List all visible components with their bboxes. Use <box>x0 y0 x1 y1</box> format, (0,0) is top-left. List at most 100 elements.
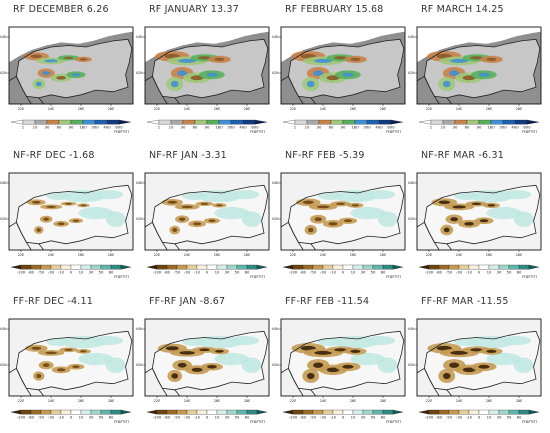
x-tick-label: 22E <box>426 253 432 257</box>
wet-patch <box>229 335 260 346</box>
x-tick-label: 28E <box>380 399 386 403</box>
map-frame <box>8 318 134 397</box>
colorbar-tick-label: 80 <box>517 269 522 274</box>
x-tick-label: 26E <box>214 399 220 403</box>
map-frame <box>280 172 406 251</box>
colorbar-segment <box>392 264 404 270</box>
pattern-core <box>342 364 354 369</box>
pattern-core <box>450 58 469 63</box>
y-tick-label: 44N <box>136 327 143 331</box>
colorbar-unit: (kg/m2) <box>114 419 129 424</box>
colorbar-tick-label: 180 <box>351 124 359 129</box>
country-border <box>287 330 405 391</box>
colorbar-segment <box>118 119 132 125</box>
wet-patch <box>46 192 71 200</box>
pattern-core <box>171 373 179 379</box>
west-border <box>144 75 168 105</box>
south-border <box>310 389 317 397</box>
colorbar-tick-label: 50 <box>371 269 376 274</box>
panel-title: FF-RF DEC -4.11 <box>13 296 93 307</box>
colorbar-tick-label: -50 <box>446 414 453 419</box>
colorbar-unit: (kg/m2) <box>386 129 401 134</box>
colorbar-segment <box>256 264 268 270</box>
colorbar-tick-label: -80 <box>28 414 35 419</box>
colorbar-tick-label: 50 <box>235 414 240 419</box>
colorbar-tick-label: 80 <box>109 414 114 419</box>
colorbar-tick-label: 80 <box>109 269 114 274</box>
colorbar-unit: (kg/m2) <box>386 274 401 279</box>
pattern-core <box>326 367 340 373</box>
colorbar-tick-label: 0 <box>342 414 345 419</box>
wet-patch <box>486 352 522 366</box>
colorbar-tick-label: 30 <box>181 124 186 129</box>
x-tick-label: 28E <box>244 399 250 403</box>
country-border <box>423 38 541 99</box>
panel-0-0: RF DECEMBER 6.26 22E 24E 26E 28E 44N 42N 1 10 30 6… <box>0 4 134 134</box>
colorbar-tick-label: -10 <box>330 414 337 419</box>
colorbar-tick-label: -10 <box>330 269 337 274</box>
pattern-core <box>443 227 450 233</box>
y-tick-label: 42N <box>0 71 7 75</box>
pattern-core <box>452 205 466 209</box>
colorbar-tick-label: 1 <box>430 124 433 129</box>
colorbar-segment <box>528 264 540 270</box>
colorbar-tick-label: 10 <box>169 124 174 129</box>
colorbar-tick-label: -50 <box>38 269 45 274</box>
west-border <box>280 221 304 251</box>
rf-row: RF DECEMBER 6.26 22E 24E 26E 28E 44N 42N 1 10 30 6… <box>0 4 542 134</box>
y-tick-label: 44N <box>272 181 279 185</box>
pattern-core <box>442 372 451 380</box>
colorbar-tick-label: 30 <box>317 124 322 129</box>
colorbar-tick-label: -30 <box>184 269 191 274</box>
wet-patch <box>501 335 532 346</box>
y-tick-label: 44N <box>0 327 7 331</box>
colorbar-segment <box>392 409 404 415</box>
colorbar-unit: (kg/m2) <box>386 419 401 424</box>
y-tick-label: 42N <box>272 363 279 367</box>
x-tick-label: 22E <box>18 399 24 403</box>
country-border <box>15 330 133 391</box>
x-tick-label: 22E <box>426 399 432 403</box>
x-tick-label: 22E <box>18 107 24 111</box>
y-tick-label: 42N <box>136 217 143 221</box>
colorbar: -100 -80 -50 -30 -10 0 10 30 50 80(kg/m2) <box>10 409 132 424</box>
colorbar: 1 10 30 60 90 180 300 400 600(kg/m2) <box>418 119 540 134</box>
country-border <box>151 38 269 99</box>
pattern-core <box>165 346 179 351</box>
pattern-core <box>302 200 314 204</box>
south-border <box>446 243 453 251</box>
wet-patch <box>182 338 208 346</box>
colorbar-tick-label: 300 <box>91 124 99 129</box>
colorbar-tick-label: 10 <box>79 269 84 274</box>
colorbar: -100 -80 -50 -30 -10 0 10 30 50 80(kg/m2) <box>146 264 268 279</box>
panel-title: RF DECEMBER 6.26 <box>13 4 109 15</box>
pattern-core <box>306 372 315 380</box>
colorbar-tick-label: -30 <box>184 414 191 419</box>
pattern-core <box>181 205 193 209</box>
pattern-core <box>314 217 322 222</box>
map-frame <box>144 318 270 397</box>
colorbar-unit: (kg/m2) <box>522 274 537 279</box>
pattern-core <box>170 80 179 88</box>
panel-title: FF-RF MAR -11.55 <box>421 296 509 307</box>
colorbar-tick-label: -80 <box>28 269 35 274</box>
y-tick-label: 42N <box>0 363 7 367</box>
pattern-core <box>208 219 216 222</box>
x-tick-label: 28E <box>108 107 114 111</box>
south-border <box>174 97 181 105</box>
pattern-core <box>308 227 314 233</box>
pattern-core <box>350 57 361 61</box>
x-tick-label: 22E <box>290 399 296 403</box>
pattern-core <box>486 349 497 353</box>
pattern-core <box>470 56 483 60</box>
wet-patch <box>486 206 522 220</box>
colorbar-tick-label: -10 <box>58 414 65 419</box>
wet-patch <box>182 192 208 200</box>
y-tick-label: 44N <box>408 35 415 39</box>
pattern-core <box>438 200 451 205</box>
colorbar-tick-label: -10 <box>466 414 473 419</box>
y-tick-label: 42N <box>272 217 279 221</box>
